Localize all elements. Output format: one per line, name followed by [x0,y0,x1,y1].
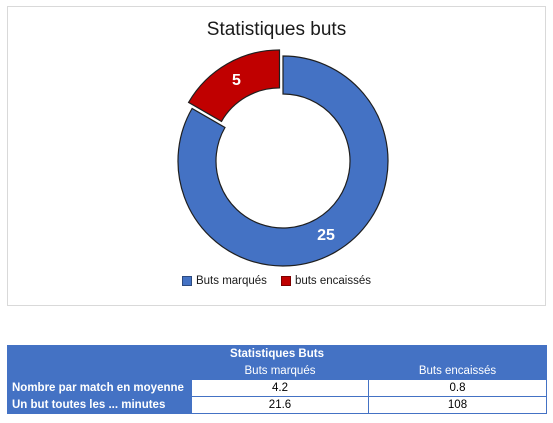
table-row: Un but toutes les ... minutes 21.6 108 [7,396,547,414]
table-cell: 21.6 [191,396,369,414]
legend-entry-buts-marques: Buts marqués [181,275,267,287]
table-header-buts-encaisses: Buts encaissés [368,362,547,380]
legend-swatch-buts-encaisses [280,276,291,286]
legend-entry-buts-encaisses: buts encaissés [280,275,372,287]
chart-area: Statistiques buts 25 5 Buts marqués buts … [7,6,546,306]
legend-swatch-buts-marques [181,276,192,286]
chart-title: Statistiques buts [206,19,347,40]
legend-label-buts-marques: Buts marqués [195,275,267,287]
table-header-empty [7,362,192,380]
donut-slice-buts-encaisses [187,49,281,123]
chart-legend: Buts marqués buts encaissés [8,275,545,287]
donut-chart: 25 5 [177,49,389,267]
table-cell: 0.8 [368,379,547,397]
stats-table: Statistiques Buts Buts marqués Buts enca… [7,345,547,414]
row-label: Nombre par match en moyenne [7,379,192,397]
legend-label-buts-encaisses: buts encaissés [294,275,372,287]
table-cell: 4.2 [191,379,369,397]
donut-slice-buts-marques [177,55,389,267]
table-header-row: Buts marqués Buts encaissés [7,362,547,380]
table-cell: 108 [368,396,547,414]
data-label-buts-marques: 25 [317,227,335,244]
table-row: Nombre par match en moyenne 4.2 0.8 [7,379,547,397]
table-title: Statistiques Buts [7,345,547,363]
table-title-row: Statistiques Buts [7,345,547,363]
table-header-buts-marques: Buts marqués [191,362,369,380]
row-label: Un but toutes les ... minutes [7,396,192,414]
data-label-buts-encaisses: 5 [232,72,241,89]
